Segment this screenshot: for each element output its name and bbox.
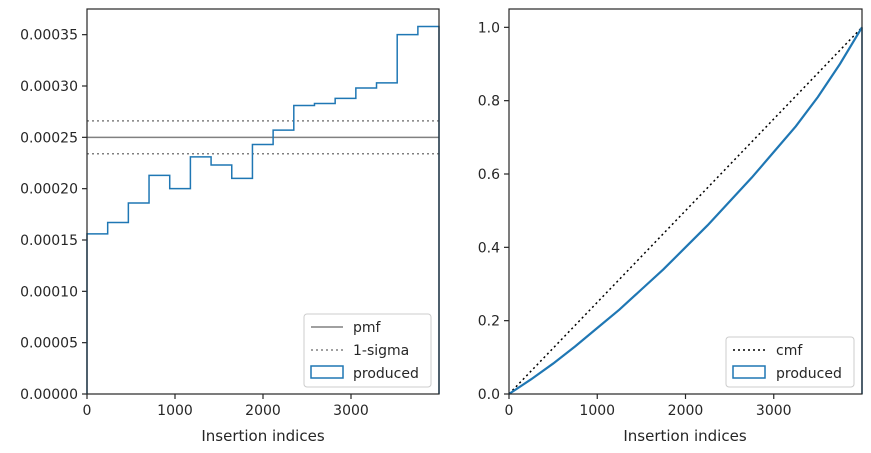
right-x-tick-label: 3000 [756, 403, 792, 419]
produced-cumulative-line [508, 26, 863, 395]
left-y-tick-label: 0.00035 [20, 28, 78, 44]
right-y-tick-label: 0.0 [478, 387, 500, 403]
right-x-tick-label: 2000 [668, 403, 704, 419]
left-x-tick-label: 2000 [245, 403, 281, 419]
produced-histogram [86, 25, 440, 394]
left-y-tick-label: 0.00005 [20, 336, 78, 352]
left-y-tick-label: 0.00000 [20, 387, 78, 403]
left-y-tick-label: 0.00015 [20, 233, 78, 249]
left-y-tick-label: 0.00030 [20, 79, 78, 95]
left-y-tick-label: 0.00010 [20, 284, 78, 300]
right-y-tick-label: 0.8 [478, 94, 500, 110]
right-frame [508, 8, 863, 395]
legend-pmf-label: pmf [353, 320, 382, 336]
left-legend-box [303, 313, 432, 388]
right-y-tick-label: 0.6 [478, 167, 500, 183]
legend-produced-label: produced [353, 366, 419, 382]
legend-sigma-label: 1-sigma [353, 343, 409, 359]
right-y-tick-label: 0.4 [478, 240, 500, 256]
left-x-tick-label: 3000 [333, 403, 369, 419]
left-frame [86, 8, 440, 395]
right-y-ticks: 0.0 0.2 0.4 0.6 0.8 1.0 [478, 20, 509, 403]
left-y-tick-label: 0.00025 [20, 130, 78, 146]
left-x-tick-label: 1000 [157, 403, 193, 419]
legend-cmf-label: cmf [776, 343, 803, 359]
right-chart: 0.0 0.2 0.4 0.6 0.8 1.0 0 1000 2000 3000 Inserti… [478, 8, 863, 445]
right-y-tick-label: 0.2 [478, 314, 500, 330]
left-chart: 0.00000 0.00005 0.00010 0.00015 0.00020 0.000… [20, 8, 440, 445]
right-x-ticks: 0 1000 2000 3000 [505, 394, 792, 419]
legend-produced-label-right: produced [776, 366, 842, 382]
left-y-ticks: 0.00000 0.00005 0.00010 0.00015 0.00020 0.000… [20, 28, 87, 403]
left-x-axis-label: Insertion indices [201, 427, 324, 445]
right-x-tick-label: 1000 [579, 403, 615, 419]
right-x-axis-label: Insertion indices [623, 427, 746, 445]
left-legend: pmf 1-sigma produced [303, 313, 432, 388]
left-x-tick-label: 0 [83, 403, 92, 419]
legend-produced-swatch-right [732, 365, 766, 379]
left-y-tick-label: 0.00020 [20, 182, 78, 198]
legend-produced-swatch [310, 365, 344, 379]
right-y-tick-label: 1.0 [478, 20, 500, 36]
right-plot-area [509, 9, 862, 394]
right-legend: cmf produced [725, 336, 855, 388]
right-x-tick-label: 0 [505, 403, 514, 419]
left-x-ticks: 0 1000 2000 3000 [83, 394, 369, 419]
